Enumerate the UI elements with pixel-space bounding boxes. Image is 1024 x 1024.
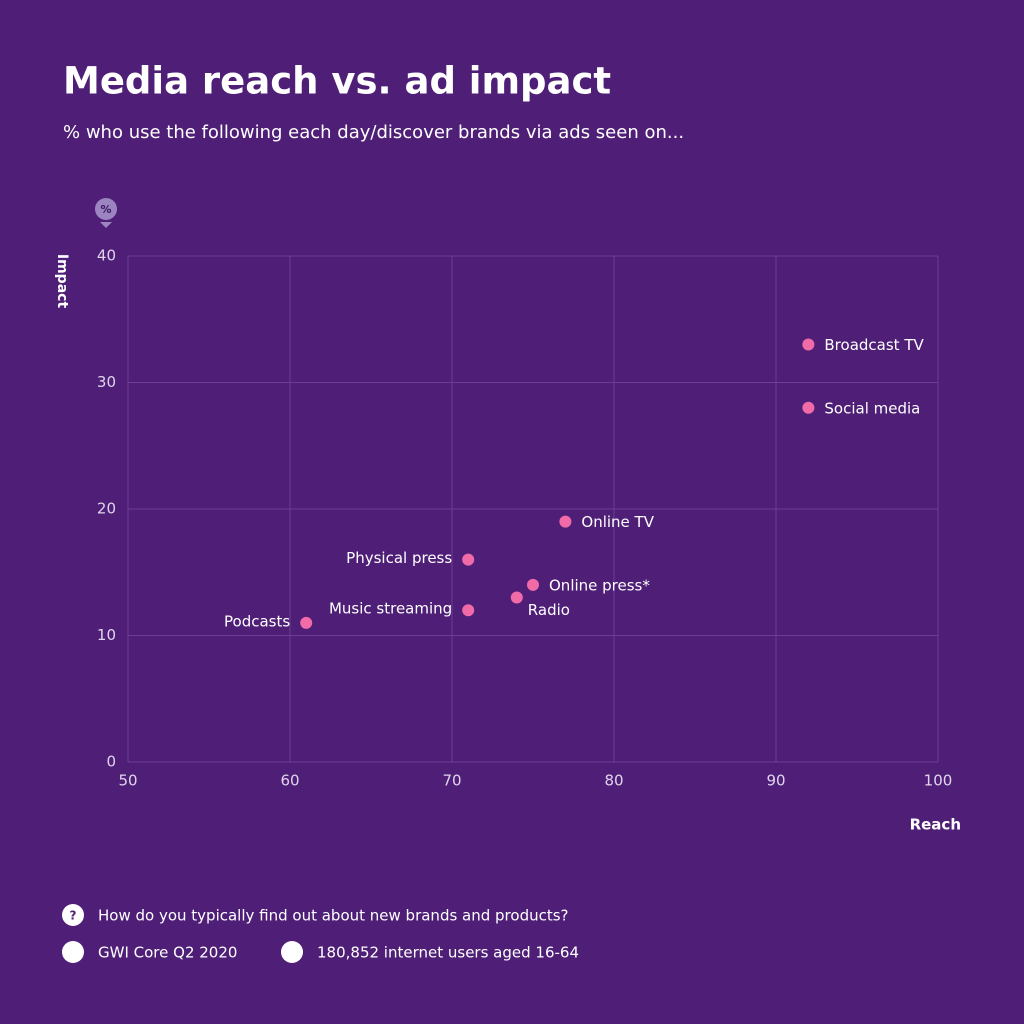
- x-tick-label: 100: [924, 772, 953, 790]
- point: [527, 578, 539, 591]
- chart-subtitle: % who use the following each day/discove…: [63, 122, 684, 143]
- question-mark: ?: [70, 909, 77, 923]
- y-tick-label: 30: [97, 373, 116, 391]
- point-label: Online press*: [549, 576, 650, 594]
- point-label: Podcasts: [224, 612, 290, 630]
- x-axis-label: Reach: [910, 816, 961, 834]
- y-tick-label: 20: [97, 500, 116, 518]
- point: [510, 591, 523, 604]
- question-icon: [62, 904, 84, 926]
- point: [462, 553, 475, 566]
- x-tick-label: 60: [280, 772, 299, 790]
- footer-source: GWI Core Q2 2020: [98, 944, 237, 962]
- unit-badge-bg: [95, 198, 117, 220]
- y-tick-label: 0: [106, 753, 116, 771]
- point: [462, 604, 475, 617]
- point: [300, 616, 313, 629]
- footer-sample: 180,852 internet users aged 16-64: [317, 944, 579, 962]
- point: [559, 515, 572, 528]
- unit-badge: %: [100, 203, 111, 216]
- unit-badge-tip: [100, 222, 112, 228]
- y-tick-label: 40: [97, 247, 116, 265]
- x-tick-label: 80: [604, 772, 623, 790]
- point-label: Physical press: [346, 549, 452, 567]
- point: [802, 401, 815, 414]
- point-label: Broadcast TV: [824, 336, 924, 354]
- footer-question: How do you typically find out about new …: [98, 907, 569, 925]
- y-tick-label: 10: [97, 626, 116, 644]
- y-axis-label: Impact: [54, 254, 70, 309]
- point: [802, 338, 815, 351]
- chart-title: Media reach vs. ad impact: [63, 60, 611, 103]
- x-tick-label: 50: [118, 772, 137, 790]
- footer: ? How do you typically find out about ne…: [62, 904, 579, 963]
- source-icon: [62, 941, 84, 963]
- point-label: Social media: [824, 399, 920, 417]
- point-label: Radio: [528, 601, 570, 619]
- point-label: Online TV: [581, 513, 654, 531]
- point-label: Music streaming: [329, 600, 452, 618]
- x-tick-label: 70: [442, 772, 461, 790]
- x-tick-label: 90: [766, 772, 785, 790]
- sample-icon: [281, 941, 303, 963]
